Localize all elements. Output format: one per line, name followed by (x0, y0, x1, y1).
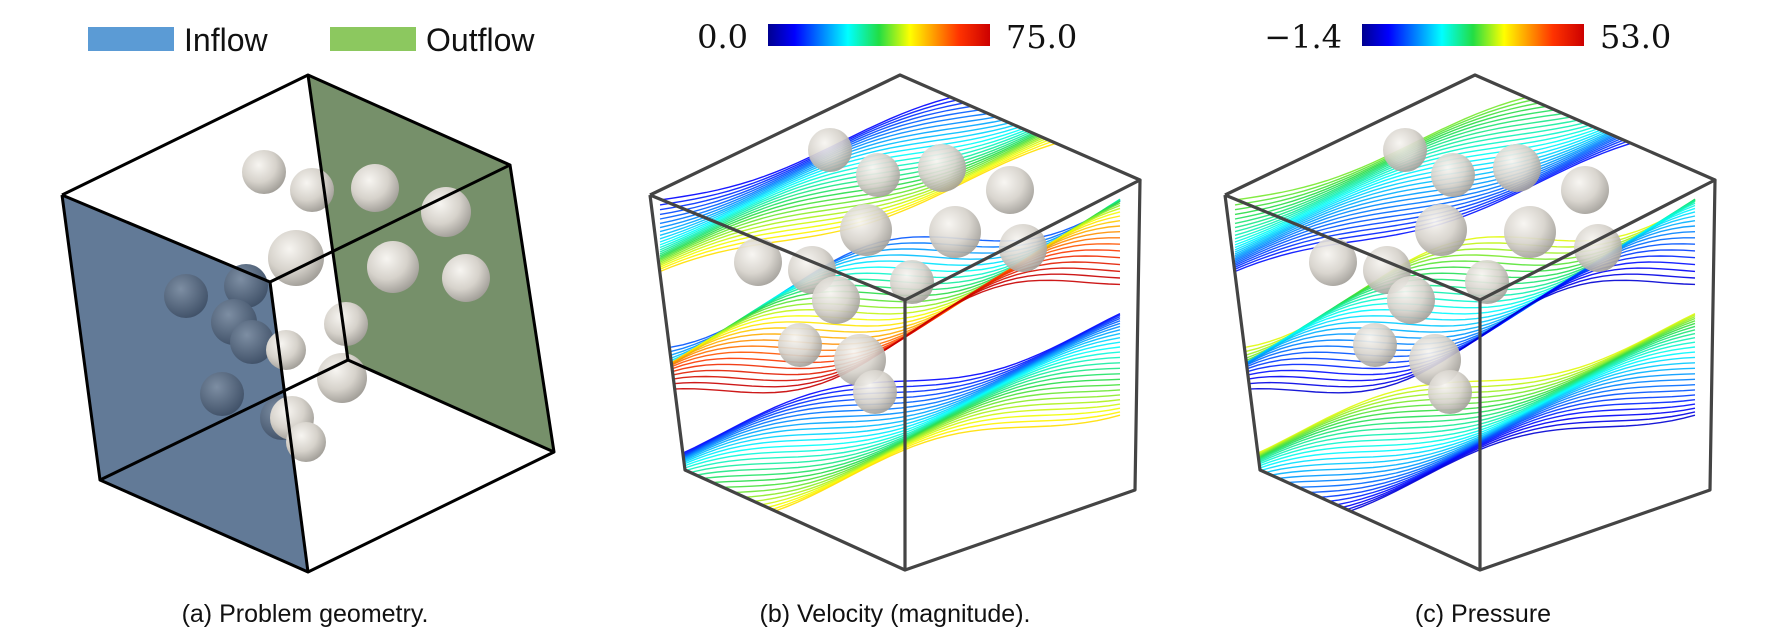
domain-box-edges (60, 73, 556, 574)
outflow-legend-label: Outflow (426, 22, 535, 58)
caption-b: (b) Velocity (magnitude). (760, 600, 1031, 628)
caption-a: (a) Problem geometry. (182, 600, 429, 628)
sphere (1561, 166, 1609, 214)
sphere (1504, 206, 1556, 258)
velocity-colorbar-min: 0.0 (697, 18, 748, 56)
sphere (1309, 238, 1357, 286)
sphere (929, 206, 981, 258)
sphere (840, 204, 892, 256)
sphere (1431, 153, 1475, 197)
panel-b-velocity: 0.0 75.0 (b) Velocity (magnitude). (648, 18, 1142, 628)
sphere (778, 323, 822, 367)
pressure-spheres (1309, 128, 1622, 414)
sphere (856, 153, 900, 197)
sphere (999, 224, 1047, 272)
velocity-box-edges (648, 73, 1142, 572)
inflow-legend-swatch (88, 27, 174, 51)
sphere (1428, 370, 1472, 414)
pressure-colorbar: −1.4 53.0 (1264, 18, 1671, 56)
spheres (242, 150, 490, 462)
velocity-colorbar-max: 75.0 (1006, 18, 1077, 56)
sphere (890, 260, 934, 304)
sphere (1465, 260, 1509, 304)
sphere (1387, 276, 1435, 324)
sphere (1383, 128, 1427, 172)
sphere (734, 238, 782, 286)
velocity-colorbar: 0.0 75.0 (697, 18, 1077, 56)
velocity-spheres (734, 128, 1047, 414)
panel-c-pressure: −1.4 53.0 (c) Pressure (1223, 18, 1717, 628)
panel-a-geometry: (a) Problem geometry. (60, 73, 556, 628)
velocity-colorbar-gradient (768, 24, 990, 46)
sphere (812, 276, 860, 324)
sphere (918, 144, 966, 192)
outflow-legend-swatch (330, 27, 416, 51)
pressure-colorbar-min: −1.4 (1264, 18, 1342, 56)
caption-c: (c) Pressure (1415, 600, 1551, 628)
pressure-colorbar-max: 53.0 (1600, 18, 1671, 56)
pressure-colorbar-gradient (1362, 24, 1584, 46)
sphere (808, 128, 852, 172)
pressure-box-edges (1223, 73, 1717, 572)
legend: Inflow Outflow (88, 22, 535, 58)
sphere (1415, 204, 1467, 256)
inflow-legend-label: Inflow (184, 22, 268, 58)
sphere (853, 370, 897, 414)
sphere (986, 166, 1034, 214)
sphere (1493, 144, 1541, 192)
sphere (1574, 224, 1622, 272)
sphere (1353, 323, 1397, 367)
